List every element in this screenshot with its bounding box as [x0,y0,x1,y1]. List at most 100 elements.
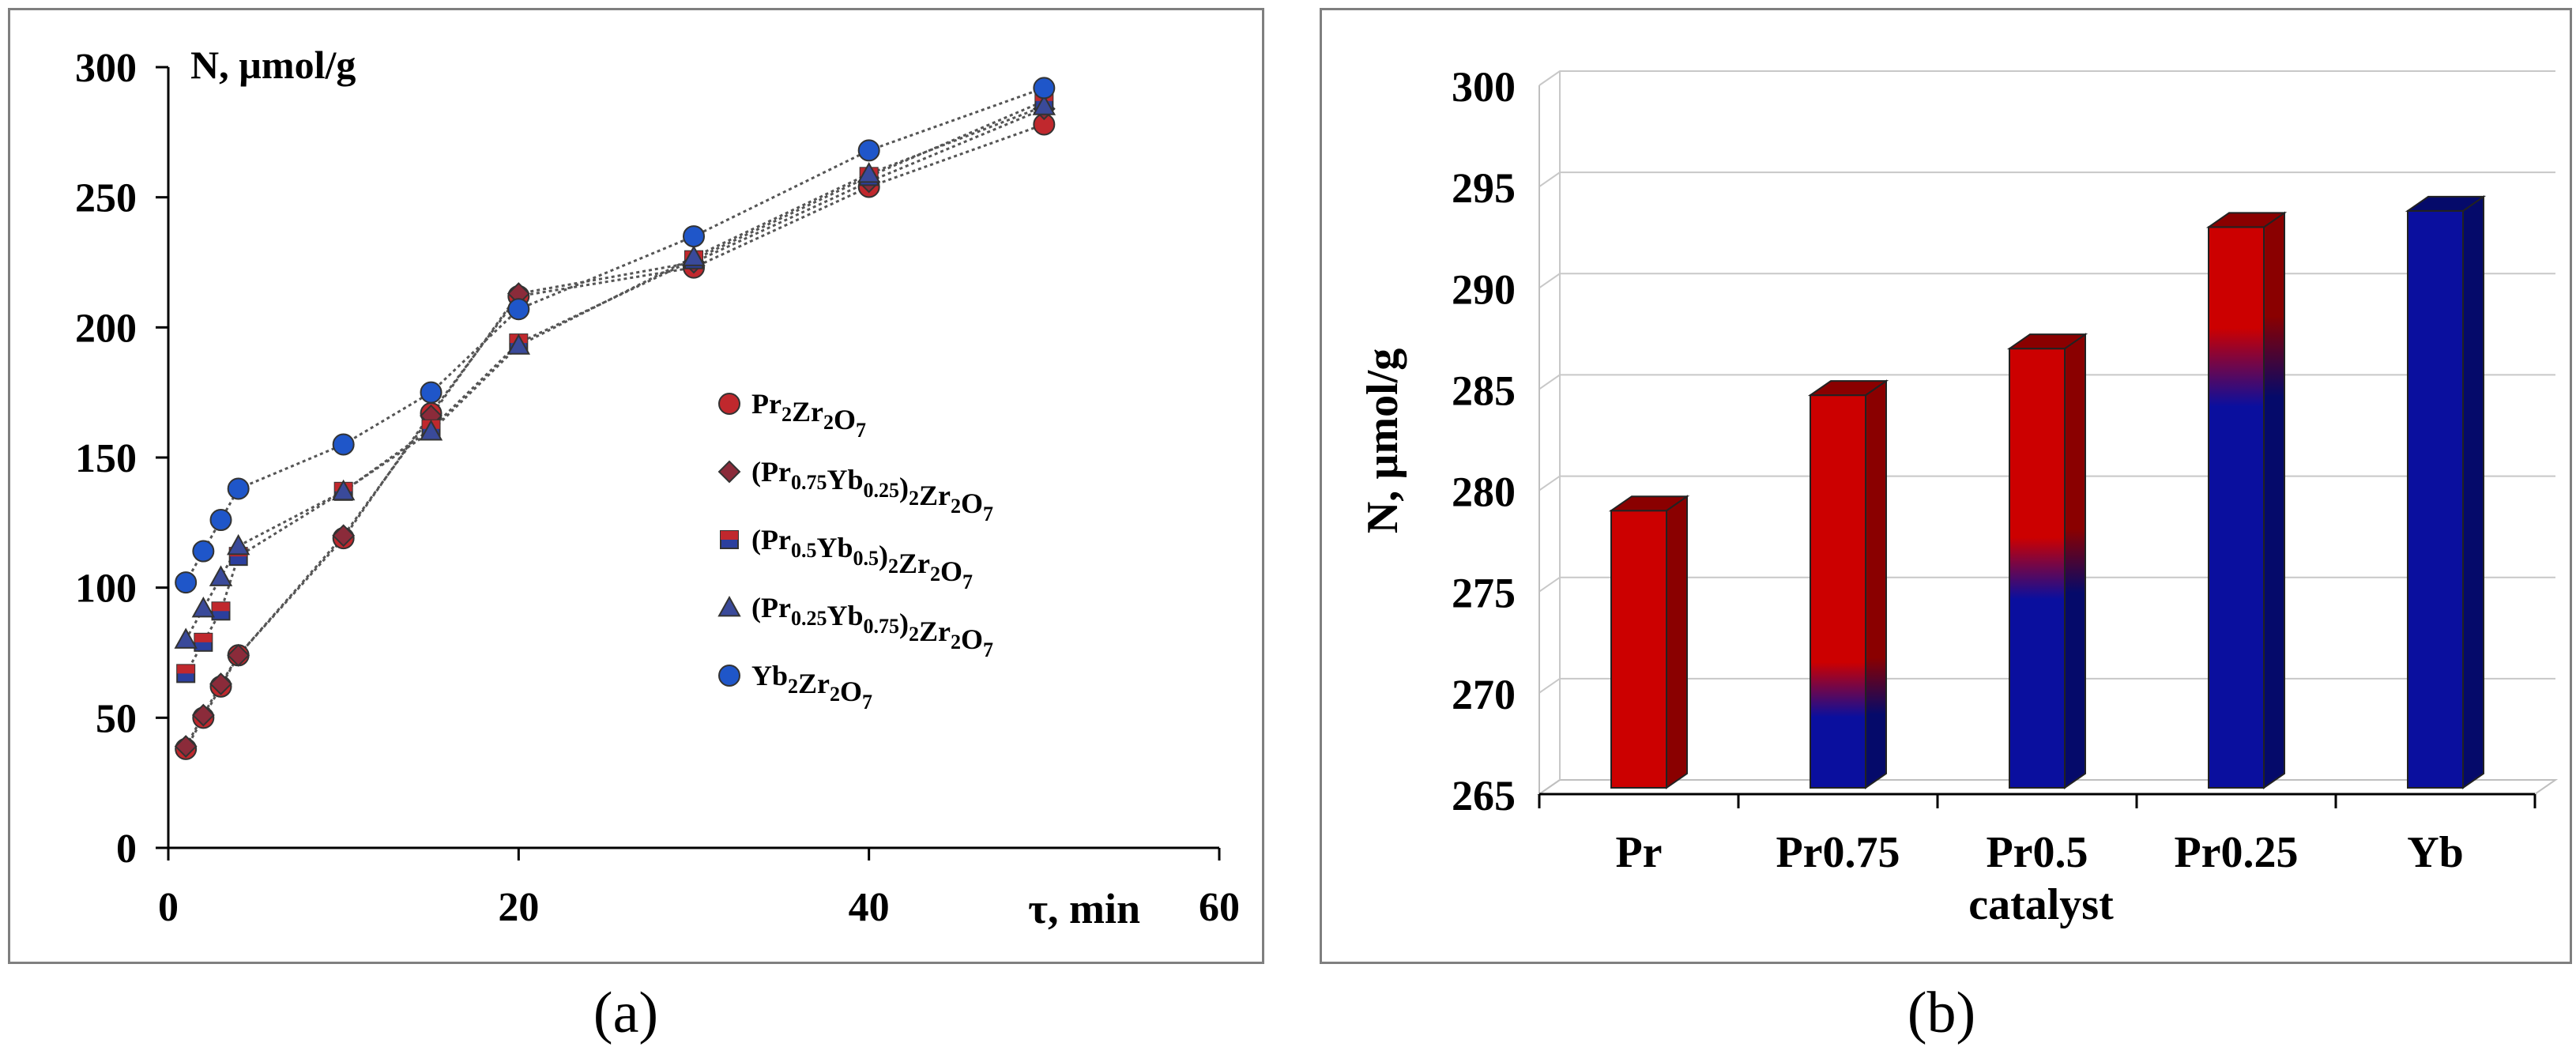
legend-marker [718,393,740,415]
y-tick-label: 295 [1452,164,1516,212]
bar-front [1610,510,1667,789]
y-tick-label: 300 [75,46,137,91]
y-tick-label: 265 [1452,772,1516,819]
x-tick-label: Pr0.25 [2174,828,2298,877]
legend-label: Pr2Zr2O7 [751,388,866,442]
data-point [209,509,232,532]
data-point [419,420,443,441]
data-point [332,433,355,456]
bar-side [2462,194,2484,789]
bar-chart-svg: 265 270 275 280 285 290 295 300 Pr Pr0.75 Pr0.5 Pr0… [1358,63,2559,929]
legend-label: (Pr0.5Yb0.5)2Zr2O7 [751,524,973,593]
legend-label: (Pr0.75Yb0.25)2Zr2O7 [751,456,993,525]
chart-panel-b: 265 270 275 280 285 290 295 300 Pr Pr0.75 Pr0.5 Pr0… [1320,8,2572,964]
data-point [194,632,213,652]
legend-marker [718,665,740,687]
x-tick-label: 40 [849,885,890,930]
data-point [683,225,705,248]
data-point [682,245,706,266]
y-axis-label: N, µmol/g [1358,348,1407,533]
bar-pr05 [2006,333,2088,789]
data-point [331,479,356,501]
series-line [184,107,1045,748]
x-tick-label: 20 [498,885,539,930]
data-point [857,139,880,162]
gridline [1538,70,2555,86]
y-tick-label: 150 [75,436,137,481]
bar-side [1666,495,1688,789]
data-point [226,533,250,555]
bar-pr075 [1807,379,1889,789]
bar-front [2208,226,2265,789]
data-point [175,571,198,594]
x-tick-label: Pr0.5 [1986,828,2088,877]
series-line [184,100,1045,675]
data-point [332,524,356,548]
legend-marker [717,460,741,484]
data-point [420,381,443,404]
caption-b: (b) [1907,981,1976,1045]
data-point [174,735,198,758]
bar-top [1807,380,1889,397]
data-point [1032,94,1056,115]
bar-front [2407,209,2464,789]
data-point [227,643,250,667]
legend-marker [717,595,741,617]
y-tick-label: 200 [75,306,137,351]
data-point [176,664,196,684]
data-point [174,627,198,649]
data-point [857,161,881,183]
bar-yb [2405,194,2487,789]
data-point [507,333,531,355]
x-tick-label: 60 [1199,885,1240,930]
y-tick-label: 285 [1452,367,1516,414]
bar-side [2263,211,2285,789]
data-point [191,703,215,727]
bar-top [2405,195,2487,212]
bar-pr [1608,495,1690,789]
caption-a: (a) [593,981,659,1045]
line-chart-svg: 0 50 100 150 200 250 300 0 20 40 60 N, µmol/g τ, min… [75,43,1240,932]
gridline [1538,273,2555,289]
series-line [184,86,1045,583]
data-point [227,477,250,500]
x-tick-label: 0 [158,885,179,930]
legend-label: Yb2Zr2O7 [751,660,872,714]
y-axis-label: N, µmol/g [190,43,356,87]
data-point [191,596,216,618]
legend-label: (Pr0.25Yb0.75)2Zr2O7 [751,592,993,661]
bar-front [2009,348,2066,789]
bar-side [1865,379,1887,789]
series-line [184,105,1045,641]
data-point [507,298,530,321]
bar-top [1608,495,1690,512]
legend-marker [720,530,739,549]
x-tick-label: Pr0.75 [1776,828,1900,877]
data-point [1033,77,1056,100]
x-tick-label: Yb [2407,828,2464,877]
x-axis-label: catalyst [1968,880,2114,929]
bar-side [2064,333,2086,789]
bar-top [2205,212,2288,228]
y-tick-label: 100 [75,567,137,612]
y-tick-label: 50 [96,696,137,741]
y-tick-label: 250 [75,176,137,221]
series-line [184,123,1045,750]
bar-front [1810,394,1866,789]
chart-panel-a: 0 50 100 150 200 250 300 0 20 40 60 N, µmol/g τ, min… [8,8,1264,964]
data-point [209,565,233,586]
data-point [211,601,231,621]
y-tick-label: 300 [1452,63,1516,111]
y-tick-label: 0 [116,827,137,872]
bar-top [2006,333,2088,350]
data-point [192,540,215,563]
y-tick-label: 290 [1452,266,1516,313]
data-point [209,672,232,695]
y-tick-label: 275 [1452,570,1516,617]
bar-pr025 [2205,211,2288,789]
gridline [1538,171,2555,187]
x-axis-label: τ, min [1028,885,1140,932]
y-tick-label: 280 [1452,469,1516,516]
y-tick-label: 270 [1452,671,1516,718]
x-tick-label: Pr [1615,828,1662,877]
